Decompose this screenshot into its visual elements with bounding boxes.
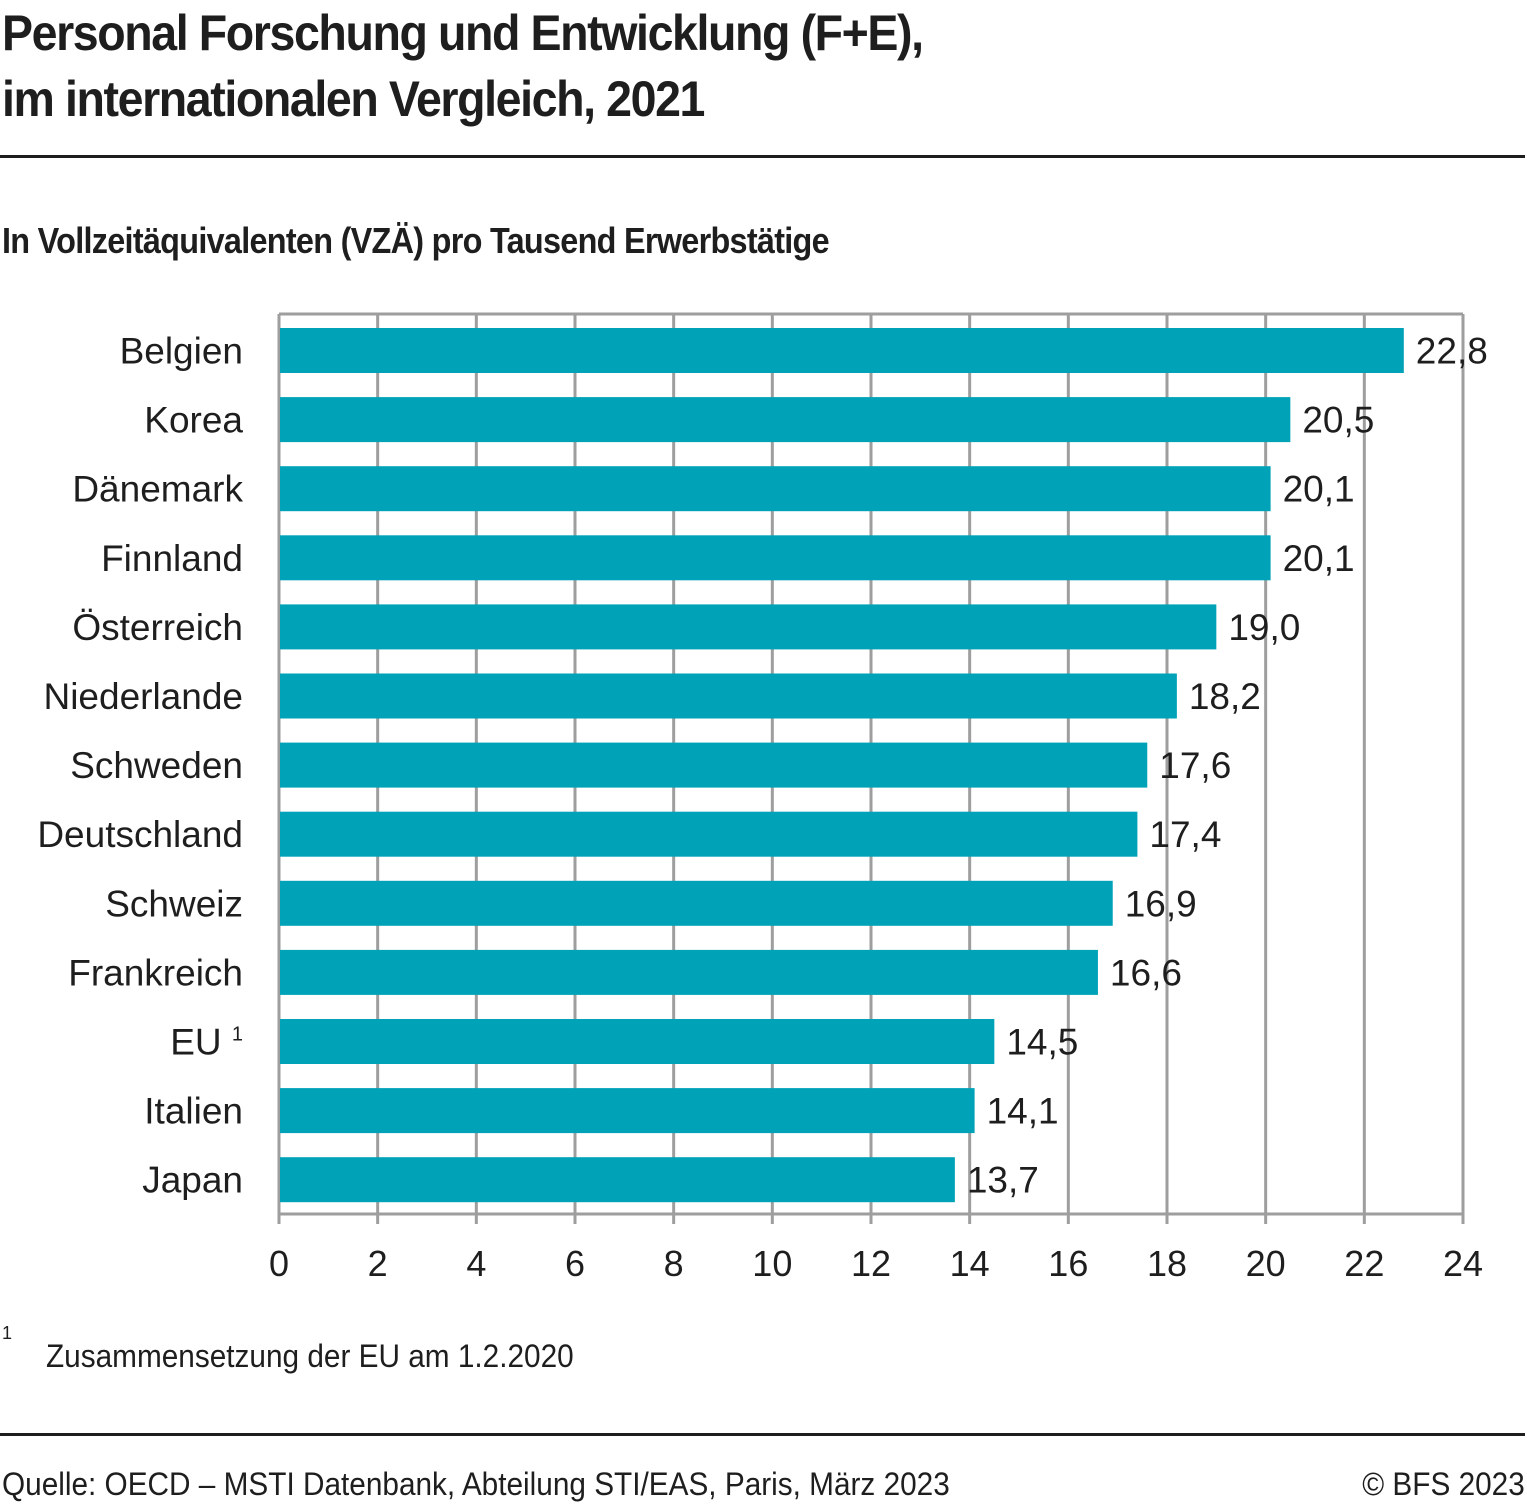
value-label: 18,2 [1189, 676, 1261, 717]
value-label: 16,6 [1110, 952, 1182, 993]
chart-title-line-2: im internationalen Vergleich, 2021 [2, 71, 705, 127]
category-footnote-marker: 1 [232, 1024, 243, 1046]
value-label: 22,8 [1416, 331, 1488, 372]
label-layer: Belgien 22,8 Korea 20,5 Dänemark 20,1 Finnland… [37, 331, 1488, 1201]
bar [280, 1019, 995, 1064]
x-tick-label: 22 [1344, 1243, 1384, 1284]
bar-layer [280, 328, 1404, 1203]
copyright: © BFS 2023 [1362, 1466, 1525, 1502]
category-label: Finnland [101, 538, 243, 579]
value-label: 17,6 [1159, 745, 1231, 786]
footer-divider [0, 1433, 1525, 1436]
value-label: 20,1 [1283, 469, 1355, 510]
x-tick-label: 2 [368, 1243, 388, 1284]
bar [280, 949, 1098, 995]
x-axis: 0 2 4 6 8 10 12 14 16 18 20 22 24 [269, 1212, 1483, 1284]
bar [280, 673, 1177, 719]
chart-title: Personal Forschung und Entwicklung (F+E)… [2, 0, 924, 132]
bar [280, 811, 1138, 857]
bar [280, 604, 1217, 650]
x-tick-label: 12 [851, 1243, 891, 1284]
chart-subtitle: In Vollzeitäquivalenten (VZÄ) pro Tausen… [2, 220, 830, 261]
value-label: 20,5 [1302, 400, 1374, 441]
footnote-text: Zusammensetzung der EU am 1.2.2020 [46, 1338, 574, 1374]
footnote-marker: 1 [2, 1323, 13, 1344]
category-label: Italien [144, 1091, 243, 1132]
x-tick-label: 24 [1443, 1243, 1483, 1284]
x-tick-label: 6 [565, 1243, 585, 1284]
value-label: 16,9 [1125, 883, 1197, 924]
value-label: 13,7 [967, 1160, 1039, 1201]
x-tick-label: 16 [1048, 1243, 1088, 1284]
footnote: 1 Zusammensetzung der EU am 1.2.2020 [2, 1323, 574, 1375]
category-label: Österreich [72, 607, 243, 648]
bar [280, 880, 1113, 926]
category-label: Dänemark [72, 469, 243, 510]
bar [280, 535, 1271, 581]
x-tick-label: 8 [664, 1243, 684, 1284]
category-label: Belgien [120, 331, 243, 372]
title-divider [0, 155, 1525, 158]
value-label: 17,4 [1149, 814, 1221, 855]
bar [280, 328, 1404, 373]
bar [280, 397, 1291, 443]
value-label: 14,5 [1006, 1022, 1078, 1063]
x-tick-label: 10 [752, 1243, 792, 1284]
category-label: Deutschland [37, 814, 243, 855]
x-tick-label: 4 [466, 1243, 486, 1284]
value-label: 14,1 [987, 1091, 1059, 1132]
x-tick-label: 0 [269, 1243, 289, 1284]
value-label: 20,1 [1283, 538, 1355, 579]
chart-title-line-1: Personal Forschung und Entwicklung (F+E)… [2, 5, 924, 61]
bar [280, 466, 1271, 512]
category-label: Schweden [70, 745, 243, 786]
x-tick-label: 18 [1147, 1243, 1187, 1284]
category-label: Japan [142, 1160, 243, 1201]
bar [280, 1088, 975, 1134]
category-label: Niederlande [43, 676, 243, 717]
source-note: Quelle: OECD – MSTI Datenbank, Abteilung… [2, 1466, 950, 1502]
x-tick-label: 14 [950, 1243, 990, 1284]
bar [280, 1157, 955, 1203]
category-label: Frankreich [68, 952, 243, 993]
bar [280, 742, 1148, 788]
category-label: Korea [144, 400, 243, 441]
x-tick-label: 20 [1246, 1243, 1286, 1284]
value-label: 19,0 [1228, 607, 1300, 648]
category-label: Schweiz [105, 883, 243, 924]
category-label: EU 1 [170, 1022, 243, 1063]
